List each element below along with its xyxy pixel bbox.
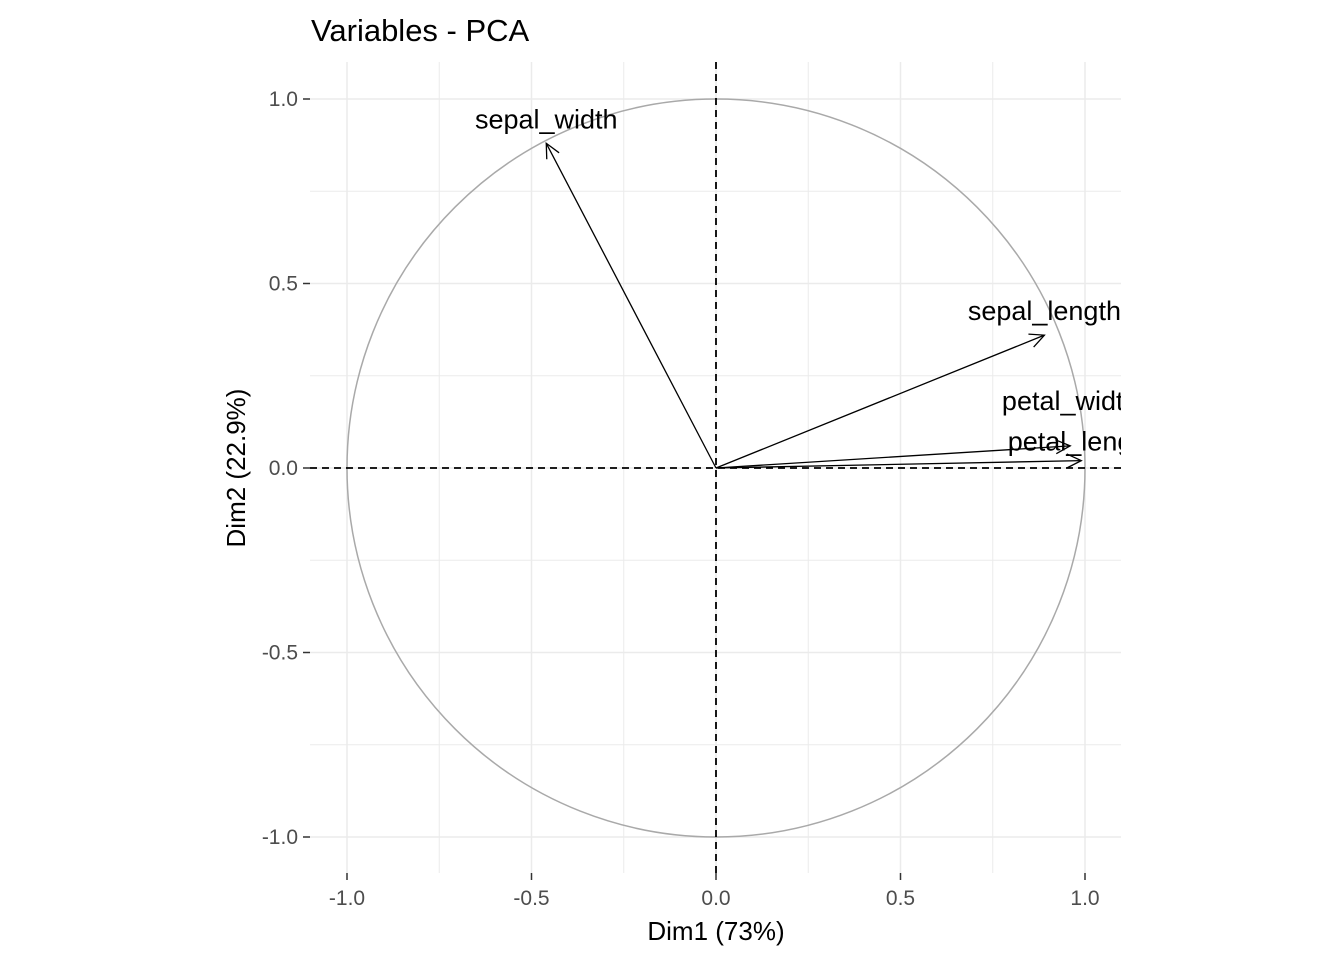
y-axis-label: Dim2 (22.9%) [221,389,251,548]
arrowhead-sepal_width [545,141,560,160]
arrowhead-petal_length [1066,453,1083,469]
arrow-sepal_width [545,142,717,469]
x-tick-label: 1.0 [1070,887,1099,910]
arrow-sepal_length [715,334,1045,469]
y-tick-label: -0.5 [262,642,298,665]
variable-label-sepal_length: sepal_length [968,296,1121,326]
y-tick-label: 1.0 [269,88,298,111]
chart-title: Variables - PCA [311,13,530,48]
arrow-petal_length [715,459,1082,469]
variable-label-petal_length: petal_length [1008,427,1155,457]
x-axis-label: Dim1 (73%) [647,916,784,946]
x-tick-label: 0.0 [701,887,730,910]
variable-label-petal_width: petal_width [1002,386,1139,416]
x-tick-label: 0.5 [886,887,915,910]
x-tick-label: -1.0 [329,887,365,910]
variable-label-sepal_width: sepal_width [475,104,618,134]
arrow-petal_width [715,445,1071,469]
y-tick-label: 0.5 [269,273,298,296]
arrowhead-petal_width [1055,439,1072,455]
x-tick-label: -0.5 [513,887,549,910]
axes: -1.0 -0.5 0.0 0.5 1.0 -1.0 -0.5 0.0 0.5 1.0 [262,88,1100,910]
plot-panel: sepal_length sepal_width petal_length petal… [310,62,1155,873]
arrowhead-sepal_length [1028,333,1046,348]
y-tick-label: 0.0 [269,457,298,480]
y-tick-label: -1.0 [262,826,298,849]
